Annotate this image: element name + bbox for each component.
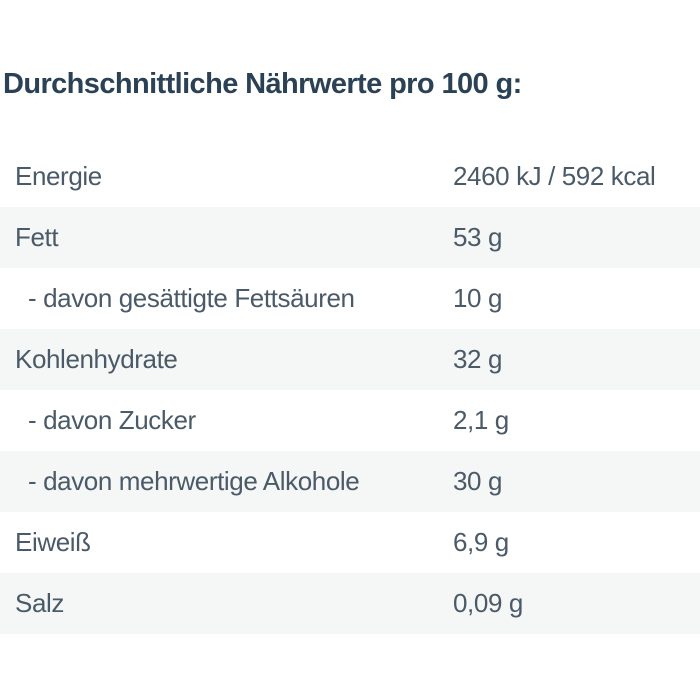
nutrient-label: Fett xyxy=(15,222,59,252)
nutrient-label: Salz xyxy=(15,588,64,618)
row-eiweiss: Eiweiß 6,9 g xyxy=(0,512,700,573)
nutrient-value: 0,09 g xyxy=(453,588,523,618)
row-fett: Fett 53 g xyxy=(0,207,700,268)
nutrition-table: Energie 2460 kJ / 592 kcal Fett 53 g - d… xyxy=(0,146,700,634)
nutrition-table-title: Durchschnittliche Nährwerte pro 100 g: xyxy=(3,68,522,100)
nutrient-label: Kohlenhydrate xyxy=(15,344,178,374)
nutrient-label: - davon gesättigte Fettsäuren xyxy=(28,283,355,313)
nutrient-value: 10 g xyxy=(453,283,503,313)
nutrient-label: Eiweiß xyxy=(15,527,91,557)
row-mehrwertige-alkohole: - davon mehrwertige Alkohole 30 g xyxy=(0,451,700,512)
row-gesaettigte-fettsaeuren: - davon gesättigte Fettsäuren 10 g xyxy=(0,268,700,329)
row-kohlenhydrate: Kohlenhydrate 32 g xyxy=(0,329,700,390)
nutrient-label: - davon mehrwertige Alkohole xyxy=(28,466,360,496)
nutrient-value: 53 g xyxy=(453,222,503,252)
nutrient-value: 32 g xyxy=(453,344,503,374)
nutrient-value: 30 g xyxy=(453,466,503,496)
nutrient-label: - davon Zucker xyxy=(28,405,196,435)
nutrient-value: 2460 kJ / 592 kcal xyxy=(453,161,656,191)
nutrient-label: Energie xyxy=(15,161,102,191)
row-zucker: - davon Zucker 2,1 g xyxy=(0,390,700,451)
row-salz: Salz 0,09 g xyxy=(0,573,700,634)
nutrient-value: 6,9 g xyxy=(453,527,509,557)
row-energie: Energie 2460 kJ / 592 kcal xyxy=(0,146,700,207)
nutrient-value: 2,1 g xyxy=(453,405,509,435)
